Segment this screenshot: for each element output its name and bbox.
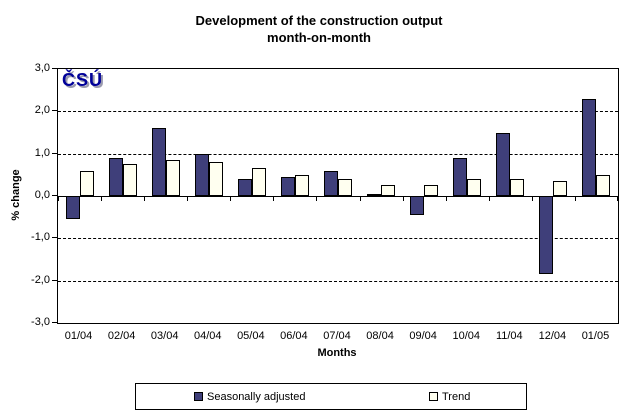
x-tick-label: 08/04	[366, 330, 394, 342]
gridline	[58, 111, 618, 113]
chart-title-line2: month-on-month	[267, 30, 371, 45]
bar-trend-03-04	[166, 160, 180, 196]
chart-title-line1: Development of the construction output	[195, 13, 443, 28]
bar-seasonally-adjusted-12-04	[539, 196, 553, 275]
bar-trend-10-04	[467, 179, 481, 196]
zero-axis-line	[58, 196, 618, 197]
gridline	[58, 238, 618, 240]
category-tick	[446, 197, 447, 201]
bar-trend-01-04	[80, 170, 94, 196]
bar-trend-02-04	[123, 164, 137, 196]
x-tick-label: 03/04	[150, 330, 179, 342]
x-tick-label: 01/05	[581, 330, 610, 342]
y-tick-label: 0,0	[34, 189, 50, 201]
y-tick-label: -1,0	[31, 231, 50, 244]
category-tick	[273, 197, 274, 201]
category-tick	[101, 197, 102, 201]
x-tick-label: 06/04	[280, 330, 308, 342]
category-tick	[489, 197, 490, 201]
x-tick-label: 09/04	[409, 330, 437, 342]
bar-trend-07-04	[338, 179, 352, 196]
y-tick-label: 1,0	[34, 146, 50, 159]
y-tick-mark	[52, 68, 57, 69]
legend-item-seasonally-adjusted: Seasonally adjusted	[194, 391, 305, 403]
bar-seasonally-adjusted-08-04	[367, 193, 381, 196]
category-tick	[575, 197, 576, 201]
legend-marker-seasonally-adjusted-icon	[194, 392, 203, 401]
bar-seasonally-adjusted-10-04	[453, 157, 467, 196]
category-tick	[187, 197, 188, 201]
x-tick-label: 12/04	[538, 330, 567, 342]
y-tick-mark	[52, 322, 57, 323]
y-tick-mark	[52, 110, 57, 112]
legend-label-seasonally-adjusted: Seasonally adjusted	[207, 390, 306, 403]
bar-seasonally-adjusted-05-04	[238, 179, 252, 196]
bar-seasonally-adjusted-09-04	[410, 196, 424, 216]
bar-seasonally-adjusted-06-04	[281, 176, 295, 196]
legend-label-trend: Trend	[442, 390, 471, 403]
bar-trend-08-04	[381, 185, 395, 196]
bar-seasonally-adjusted-01-04	[66, 196, 80, 220]
csu-logo: ČSÚ	[62, 70, 104, 90]
x-tick-label: 11/04	[495, 330, 523, 342]
category-tick	[403, 197, 404, 201]
y-tick-mark	[52, 237, 57, 239]
category-tick	[532, 197, 533, 201]
x-tick-label: 02/04	[107, 330, 136, 342]
x-tick-label: 01/04	[64, 330, 93, 342]
y-tick-mark	[52, 195, 57, 196]
category-tick	[58, 197, 59, 201]
legend-marker-trend-icon	[429, 392, 438, 401]
bar-trend-12-04	[553, 181, 567, 196]
x-tick-label: 10/04	[452, 330, 480, 342]
bar-trend-05-04	[252, 168, 266, 196]
category-tick	[144, 197, 145, 201]
x-tick-label: 05/04	[237, 330, 265, 342]
y-tick-label: -2,0	[31, 273, 50, 286]
x-tick-label: 07/04	[323, 330, 351, 342]
y-tick-label: -3,0	[31, 316, 50, 328]
bar-seasonally-adjusted-11-04	[496, 132, 510, 196]
y-tick-mark	[52, 152, 57, 154]
bar-trend-01-05	[596, 174, 610, 196]
gridline	[58, 153, 618, 155]
bar-seasonally-adjusted-01-05	[582, 98, 596, 196]
bar-trend-11-04	[510, 179, 524, 196]
category-tick	[360, 197, 361, 201]
bar-seasonally-adjusted-03-04	[152, 128, 166, 196]
bar-trend-04-04	[209, 162, 223, 196]
gridline	[58, 280, 618, 282]
bar-seasonally-adjusted-04-04	[195, 153, 209, 196]
x-tick-label: 04/04	[193, 330, 222, 342]
legend: Seasonally adjusted Trend	[135, 383, 527, 410]
bar-trend-09-04	[424, 185, 438, 196]
bar-seasonally-adjusted-02-04	[109, 157, 123, 196]
legend-item-trend: Trend	[429, 391, 470, 403]
category-tick	[316, 197, 317, 201]
plot-area	[57, 68, 619, 324]
y-tick-label: 2,0	[34, 104, 50, 117]
x-axis-title: Months	[317, 347, 357, 359]
bar-trend-06-04	[295, 174, 309, 196]
category-tick	[617, 197, 618, 201]
category-tick	[230, 197, 231, 201]
y-tick-mark	[52, 279, 57, 281]
bar-seasonally-adjusted-07-04	[324, 170, 338, 196]
y-tick-label: 3,0	[34, 62, 50, 74]
